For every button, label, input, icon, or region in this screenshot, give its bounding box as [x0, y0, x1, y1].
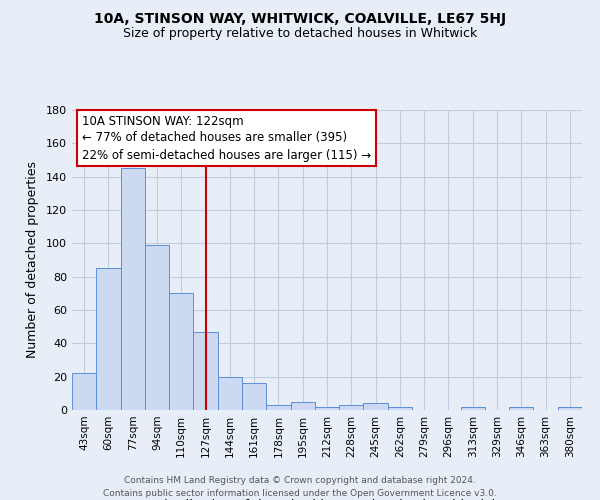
Bar — [461, 406, 485, 410]
Bar — [558, 406, 582, 410]
Bar — [315, 406, 339, 410]
Bar — [242, 384, 266, 410]
Bar — [96, 268, 121, 410]
Text: 10A STINSON WAY: 122sqm
← 77% of detached houses are smaller (395)
22% of semi-d: 10A STINSON WAY: 122sqm ← 77% of detache… — [82, 114, 371, 162]
Bar — [364, 404, 388, 410]
X-axis label: Distribution of detached houses by size in Whitwick: Distribution of detached houses by size … — [154, 498, 500, 500]
Bar — [145, 245, 169, 410]
Bar — [266, 405, 290, 410]
Bar — [72, 374, 96, 410]
Bar — [169, 294, 193, 410]
Bar — [218, 376, 242, 410]
Bar — [509, 406, 533, 410]
Text: Size of property relative to detached houses in Whitwick: Size of property relative to detached ho… — [123, 28, 477, 40]
Bar — [339, 405, 364, 410]
Y-axis label: Number of detached properties: Number of detached properties — [26, 162, 39, 358]
Text: Contains HM Land Registry data © Crown copyright and database right 2024.
Contai: Contains HM Land Registry data © Crown c… — [103, 476, 497, 498]
Bar — [388, 406, 412, 410]
Bar — [193, 332, 218, 410]
Bar — [121, 168, 145, 410]
Text: 10A, STINSON WAY, WHITWICK, COALVILLE, LE67 5HJ: 10A, STINSON WAY, WHITWICK, COALVILLE, L… — [94, 12, 506, 26]
Bar — [290, 402, 315, 410]
